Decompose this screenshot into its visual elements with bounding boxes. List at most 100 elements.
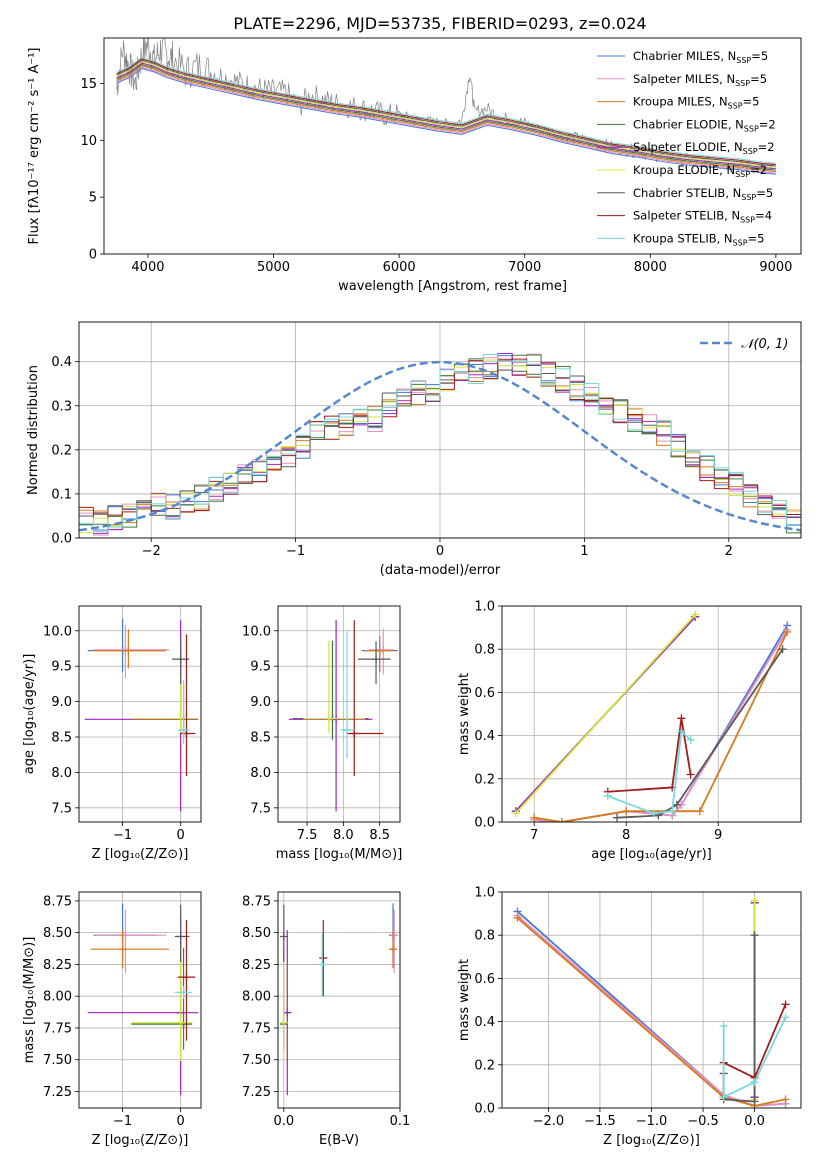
weight-series-line [534, 629, 788, 822]
weight-point [649, 809, 658, 818]
weight-point [513, 913, 522, 922]
weight-point [511, 809, 520, 818]
y-tick-label: 0.4 [474, 729, 495, 744]
y-tick-label: 0.6 [474, 686, 495, 701]
y-tick-label: 0.4 [474, 1015, 495, 1030]
model-spectrum-line [116, 63, 776, 171]
y-tick-label: 0.2 [474, 1058, 495, 1073]
x-axis-label: age [log₁₀(age/yr)] [591, 847, 712, 862]
x-tick-label: −1 [286, 544, 305, 559]
legend-count: =5 [750, 72, 767, 86]
legend-count: =2 [759, 117, 776, 131]
y-tick-label: 0.6 [474, 972, 495, 987]
gaussian-curve [79, 360, 801, 532]
model-spectrum-line [116, 61, 776, 168]
y-tick-label: 7.75 [242, 1021, 271, 1036]
legend-subscript: SSP [728, 102, 743, 111]
x-tick-label: 8000 [634, 260, 667, 275]
y-tick-label: 0.2 [51, 443, 72, 458]
x-axis-label: (data-model)/error [380, 563, 501, 578]
axes-frame [78, 605, 202, 823]
weight-point [686, 770, 695, 779]
y-tick-label: 0.0 [51, 532, 72, 547]
metallicity-age-panel: −1 0 7.5 8.0 8.5 9.0 9.5 10.0 Z [log₁₀(Z/Z⊙)] age… [22, 605, 202, 862]
data-point [283, 1008, 292, 1017]
x-tick-label: 1 [580, 544, 588, 559]
model-spectrum-line [116, 58, 776, 166]
legend-entry: Salpeter STELIB, NSSP=4 [633, 209, 772, 225]
data-point [176, 932, 185, 941]
data-point [350, 729, 359, 738]
legend-subscript: SSP [743, 147, 758, 156]
weight-series-line [534, 631, 789, 822]
x-tick-label: −1.0 [636, 1114, 668, 1129]
y-axis-label: age [log₁₀(age/yr)] [22, 654, 37, 775]
y-tick-label: 8.00 [242, 990, 271, 1005]
y-tick-label: 1.0 [474, 886, 495, 901]
x-tick-label: 0.0 [744, 1114, 765, 1129]
y-tick-label: 9.0 [250, 695, 271, 710]
histogram-step [79, 353, 801, 532]
weight-point [672, 800, 681, 809]
weight-point [778, 645, 787, 654]
legend-entry: Kroupa MILES, NSSP=5 [633, 95, 759, 111]
weight-point [603, 792, 612, 801]
plot-area [513, 896, 790, 1108]
y-axis-label: mass [log₁₀(M/M⊙)] [22, 937, 37, 1064]
axes-frame [78, 891, 202, 1109]
x-tick-label: 7.5 [297, 828, 318, 843]
data-point [318, 960, 327, 969]
weight-point [677, 714, 686, 723]
x-axis-label: wavelength [Angstrom, rest frame] [338, 279, 567, 294]
legend-count: =5 [751, 49, 768, 63]
weight-series-line [516, 917, 786, 1107]
y-tick-label: 0.4 [51, 355, 72, 370]
axes-frame [501, 891, 802, 1109]
x-axis-label: Z [log₁₀(Z/Z⊙)] [92, 1133, 189, 1148]
y-tick-label: 15 [80, 77, 97, 92]
y-axis-label: mass weight [457, 959, 472, 1041]
data-point [179, 988, 188, 997]
plot-area [279, 903, 399, 1096]
y-tick-label: 9.5 [250, 660, 271, 675]
weight-point [695, 807, 704, 816]
x-axis-label: E(B-V) [319, 1133, 359, 1148]
weight-point [622, 807, 631, 816]
model-spectrum-line [116, 67, 776, 175]
legend-entry: Salpeter ELODIE, NSSP=2 [633, 140, 775, 156]
weight-point [750, 896, 759, 905]
x-tick-label: 0 [177, 828, 185, 843]
data-point [176, 1018, 185, 1027]
y-tick-label: 8.25 [242, 958, 271, 973]
legend-subscript: SSP [736, 56, 751, 65]
legend-subscript: SSP [735, 79, 750, 88]
weight-series-line [722, 1016, 787, 1099]
y-tick-label: 7.25 [242, 1085, 271, 1100]
legend-count: =5 [748, 231, 765, 245]
weight-point [613, 813, 621, 822]
legend-subscript: SSP [744, 124, 759, 133]
legend-subscript: SSP [733, 238, 748, 247]
plot-area [87, 903, 199, 1096]
axes-frame [78, 321, 802, 539]
model-spectrum-line [116, 65, 776, 172]
ebv-mass-panel: 0.0 0.1 7.25 7.50 7.75 8.00 8.25 8.50 8.75 E(B-V) [242, 891, 410, 1148]
y-tick-label: 0 [89, 248, 97, 263]
data-point [324, 714, 333, 723]
legend-entry: Chabrier MILES, NSSP=5 [633, 49, 768, 65]
legend-entry: Chabrier ELODIE, NSSP=2 [633, 117, 776, 133]
data-point [342, 725, 351, 734]
x-axis-label: Z [log₁₀(Z/Z⊙)] [92, 847, 189, 862]
legend-subscript: SSP [741, 193, 756, 202]
weight-point [719, 1093, 728, 1102]
plot-area [511, 610, 792, 822]
weight-point [677, 727, 686, 736]
y-tick-label: 8.0 [250, 766, 271, 781]
legend-entry: Salpeter MILES, NSSP=5 [633, 72, 767, 88]
y-tick-label: 1.0 [474, 600, 495, 615]
data-point [182, 973, 191, 982]
x-tick-label: −2.0 [533, 1114, 565, 1129]
plot-area [84, 618, 199, 812]
data-point [118, 945, 127, 954]
